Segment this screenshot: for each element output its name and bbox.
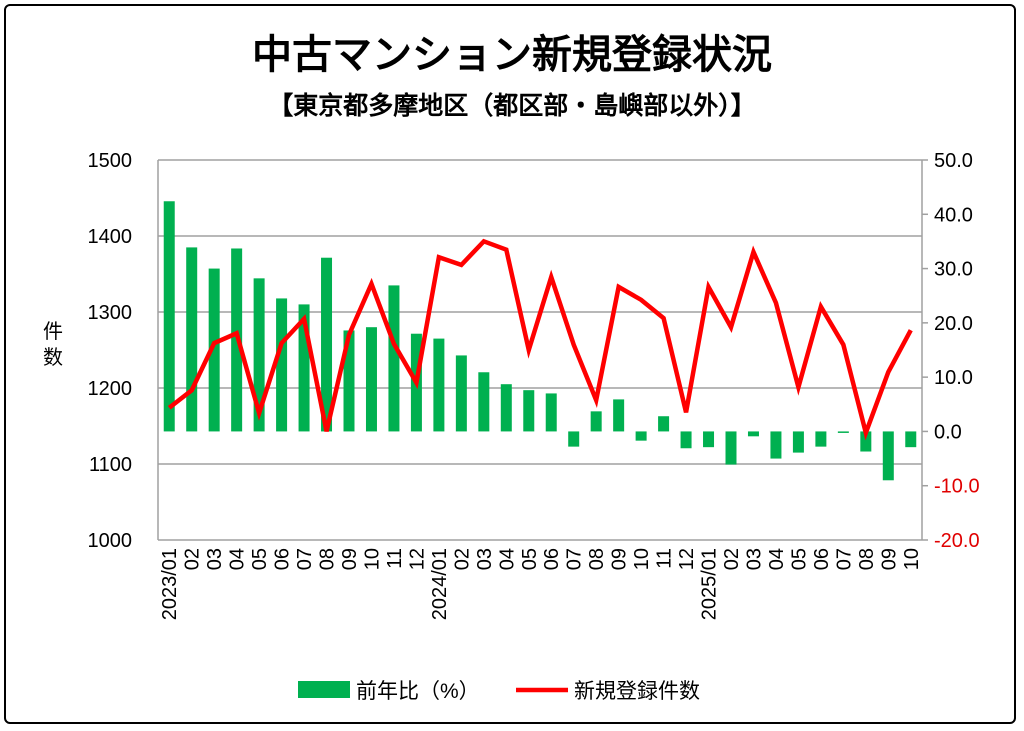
chart-subtitle: 【東京都多摩地区（都区部・島嶼部以外）】 (268, 91, 756, 120)
x-tick-label: 03 (474, 548, 496, 570)
bar-yoy (837, 431, 849, 433)
bar-yoy (343, 330, 355, 432)
x-tick-label: 02 (451, 548, 473, 570)
legend-line-label: 新規登録件数 (574, 680, 700, 703)
right-tick-label: 40.0 (934, 204, 973, 226)
right-tick-label: 0.0 (934, 421, 962, 443)
right-tick-label: 10.0 (934, 367, 973, 389)
x-tick-label: 09 (339, 548, 361, 570)
bar-yoy (568, 431, 580, 447)
bar-yoy (635, 431, 647, 441)
bar-yoy (523, 390, 535, 432)
bar-yoy (208, 268, 220, 432)
x-tick-label: 2024/01 (429, 548, 451, 620)
bar-yoy (792, 431, 804, 453)
chart-frame (4, 4, 1016, 724)
left-tick-label: 1000 (88, 530, 133, 552)
x-tick-label: 06 (272, 548, 294, 570)
x-tick-label: 2025/01 (699, 548, 721, 620)
right-tick-label: 50.0 (934, 150, 973, 172)
right-tick-label: 30.0 (934, 259, 973, 281)
x-tick-label: 12 (676, 548, 698, 570)
bar-yoy (276, 298, 288, 432)
bar-yoy (860, 431, 872, 452)
bar-yoy (500, 384, 512, 432)
x-tick-label: 06 (541, 548, 563, 570)
x-tick-label: 08 (856, 548, 878, 570)
bar-yoy (658, 416, 670, 432)
x-tick-label: 05 (519, 548, 541, 570)
bar-yoy (590, 411, 602, 432)
x-tick-label: 07 (294, 548, 316, 570)
bar-yoy (545, 393, 557, 432)
bar-yoy (478, 372, 490, 432)
x-tick-label: 2023/01 (159, 548, 181, 620)
left-tick-label: 1500 (88, 150, 133, 172)
bar-yoy (613, 399, 625, 432)
x-tick-label: 02 (182, 548, 204, 570)
x-tick-label: 11 (384, 548, 406, 569)
right-tick-label: 20.0 (934, 313, 973, 335)
bar-yoy (433, 338, 445, 432)
bar-yoy (680, 431, 692, 449)
bar-yoy (725, 431, 737, 465)
bar-yoy (298, 304, 310, 432)
x-tick-label: 04 (227, 548, 249, 570)
bar-yoy (388, 285, 400, 432)
bar-yoy (747, 431, 759, 437)
x-tick-label: 03 (204, 548, 226, 570)
x-tick-label: 11 (654, 548, 676, 569)
right-tick-label: -10.0 (934, 476, 980, 498)
x-tick-label: 05 (249, 548, 271, 570)
x-tick-label: 06 (811, 548, 833, 570)
x-tick-label: 08 (317, 548, 339, 570)
x-tick-label: 04 (496, 548, 518, 570)
left-tick-label: 1200 (88, 378, 133, 400)
bar-yoy (815, 431, 827, 447)
bar-yoy (321, 257, 333, 432)
x-tick-label: 05 (788, 548, 810, 570)
bar-yoy (253, 278, 265, 432)
bar-yoy (882, 431, 894, 481)
legend-bar-swatch (298, 681, 350, 698)
left-tick-label: 1400 (88, 226, 133, 248)
line-registrations (167, 238, 913, 441)
x-tick-label: 03 (743, 548, 765, 570)
bar-yoy (905, 431, 917, 448)
bar-yoy (186, 247, 198, 432)
x-tick-label: 02 (721, 548, 743, 570)
bar-yoy (703, 431, 715, 448)
x-tick-label: 10 (631, 548, 653, 570)
left-tick-label: 1300 (88, 302, 133, 324)
x-tick-label: 09 (609, 548, 631, 570)
bar-yoy (770, 431, 782, 459)
x-tick-label: 10 (901, 548, 923, 570)
bar-yoy (163, 201, 175, 432)
x-tick-label: 07 (564, 548, 586, 570)
x-tick-label: 09 (878, 548, 900, 570)
legend-bar-label: 前年比（%） (356, 680, 480, 703)
bar-yoy (455, 355, 467, 432)
bar-yoy (365, 327, 377, 432)
x-tick-label: 07 (833, 548, 855, 570)
x-tick-label: 04 (766, 548, 788, 570)
chart-title: 中古マンション新規登録状況 (252, 32, 772, 78)
x-tick-label: 08 (586, 548, 608, 570)
left-tick-label: 1100 (89, 454, 132, 476)
x-tick-label: 10 (361, 548, 383, 570)
right-tick-label: -20.0 (934, 530, 980, 552)
y-axis-label: 件数 (43, 319, 63, 369)
x-tick-label: 12 (406, 548, 428, 570)
